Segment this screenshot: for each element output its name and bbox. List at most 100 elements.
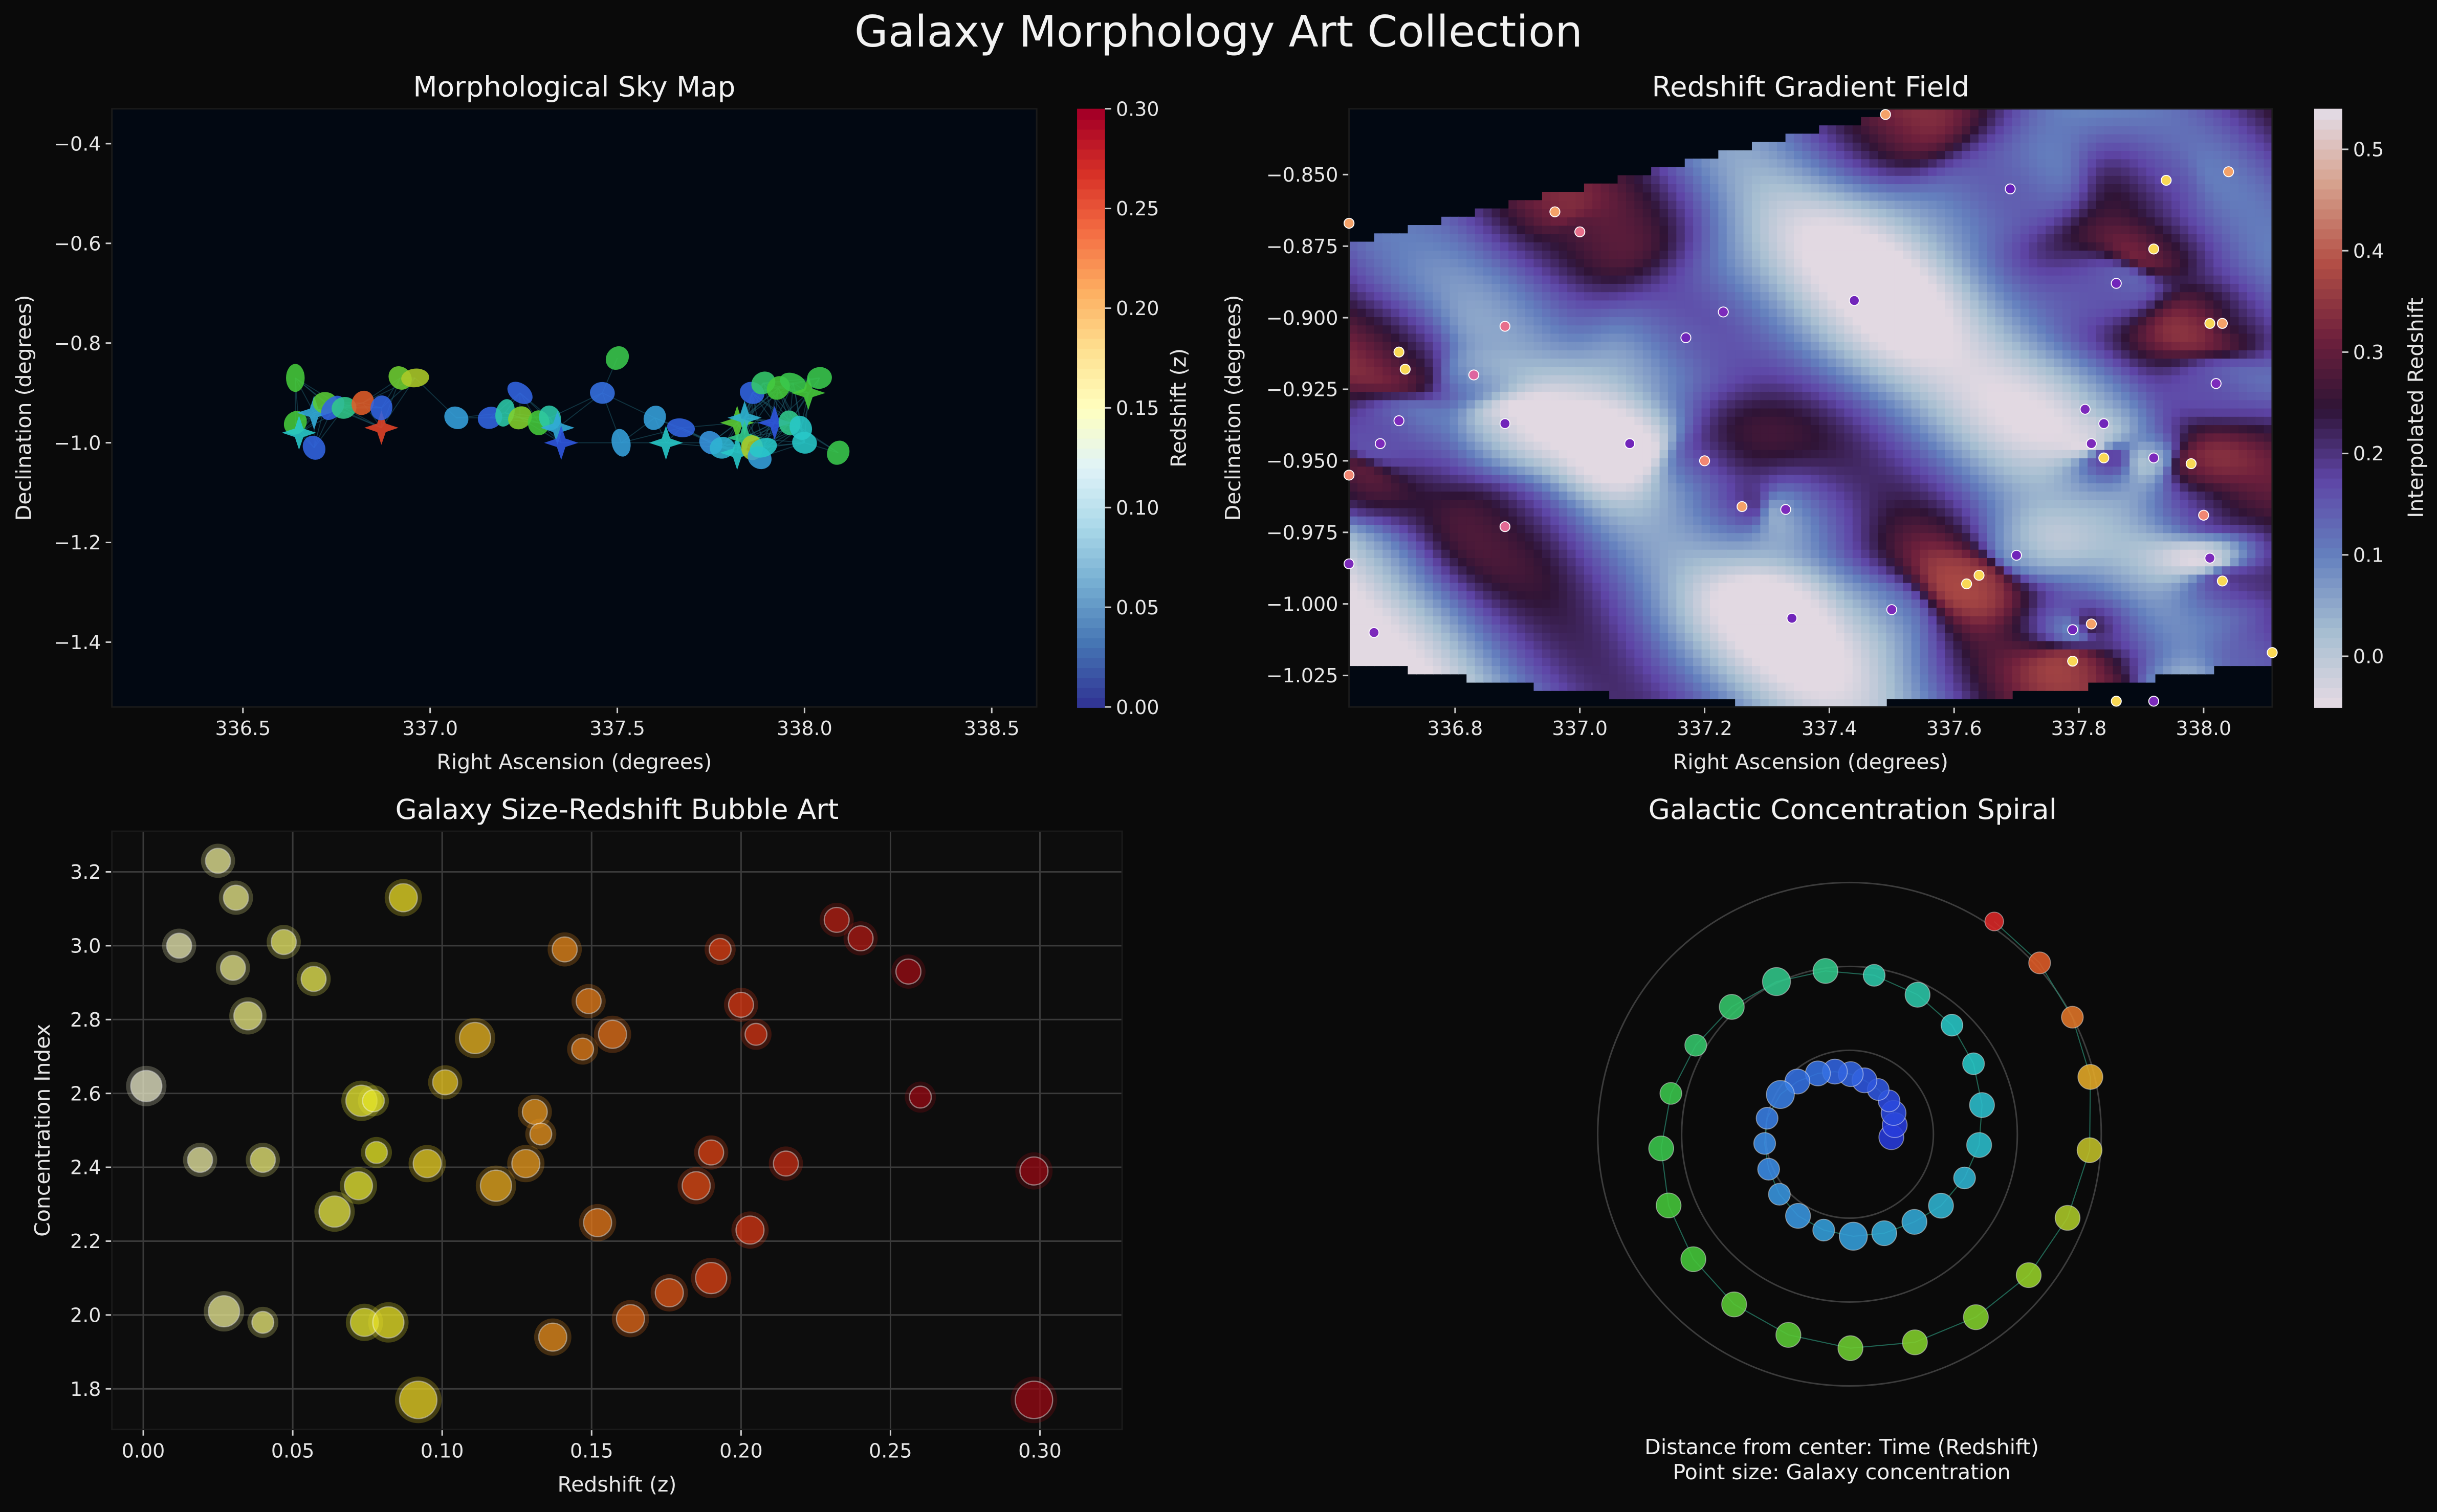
- heatmap-cell: [1668, 541, 1677, 549]
- heatmap-cell: [1408, 657, 1417, 666]
- heatmap-cell: [1534, 624, 1543, 633]
- heatmap-cell: [1408, 499, 1417, 508]
- heatmap-cell: [1559, 450, 1568, 458]
- heatmap-cell: [1760, 691, 1769, 699]
- heatmap-cell: [1912, 317, 1921, 325]
- heatmap-cell: [1811, 483, 1820, 492]
- heatmap-cell: [1374, 292, 1384, 300]
- heatmap-cell: [1760, 242, 1769, 251]
- heatmap-cell: [1475, 433, 1484, 441]
- heatmap-cell: [1601, 416, 1610, 425]
- heatmap-cell: [1374, 466, 1384, 475]
- heatmap-cell: [1802, 134, 1811, 142]
- heatmap-cell: [1861, 358, 1870, 367]
- heatmap-cell: [1937, 159, 1946, 167]
- heatmap-cell: [1660, 574, 1669, 583]
- heatmap-cell: [1702, 308, 1711, 317]
- heatmap-cell: [1643, 433, 1652, 441]
- heatmap-cell: [1483, 366, 1492, 375]
- heatmap-cell: [1920, 674, 1929, 682]
- heatmap-cell: [1953, 225, 1963, 234]
- heatmap-cell: [1937, 599, 1946, 608]
- heatmap-cell: [1660, 391, 1669, 400]
- heatmap-cell: [1475, 657, 1484, 666]
- heatmap-cell: [1634, 341, 1643, 350]
- heatmap-cell: [1945, 416, 1954, 425]
- heatmap-cell: [1576, 566, 1585, 574]
- heatmap-cell: [1618, 657, 1627, 666]
- heatmap-cell: [1912, 391, 1921, 400]
- heatmap-cell: [1912, 341, 1921, 350]
- heatmap-cell: [1685, 209, 1694, 217]
- heatmap-cell: [1878, 665, 1887, 674]
- heatmap-cell: [1592, 474, 1601, 483]
- heatmap-cell: [1819, 524, 1828, 533]
- heatmap-cell: [1601, 541, 1610, 549]
- heatmap-cell: [1702, 233, 1711, 242]
- heatmap-cell: [1878, 507, 1887, 516]
- colorbar-segment: [1077, 288, 1105, 299]
- heatmap-cell: [1903, 574, 1912, 583]
- heatmap-cell: [1945, 582, 1954, 591]
- heatmap-cell: [1920, 599, 1929, 608]
- heatmap-cell: [1634, 591, 1643, 599]
- heatmap-cell: [1920, 383, 1929, 392]
- heatmap-cell: [1643, 192, 1652, 201]
- heatmap-cell: [1685, 184, 1694, 192]
- heatmap-cell: [1576, 416, 1585, 425]
- heatmap-cell: [1777, 184, 1786, 192]
- heatmap-cell: [1752, 425, 1761, 433]
- heatmap-cell: [1828, 416, 1837, 425]
- heatmap-cell: [1786, 308, 1795, 317]
- heatmap-cell: [1886, 225, 1895, 234]
- heatmap-cell: [1752, 341, 1761, 350]
- heatmap-cell: [1534, 200, 1543, 209]
- heatmap-cell: [1870, 184, 1879, 192]
- heatmap-cell: [1668, 358, 1677, 367]
- heatmap-cell: [1870, 266, 1879, 275]
- heatmap-cell: [1660, 516, 1669, 525]
- heatmap-cell: [1828, 167, 1837, 175]
- heatmap-cell: [1466, 341, 1476, 350]
- heatmap-cell: [1828, 657, 1837, 666]
- heatmap-cell: [1441, 507, 1451, 516]
- heatmap-cell: [1517, 350, 1526, 359]
- heatmap-cell: [1618, 266, 1627, 275]
- heatmap-cell: [1643, 391, 1652, 400]
- heatmap-cell: [1953, 258, 1963, 267]
- heatmap-cell: [1424, 250, 1434, 259]
- heatmap-cell: [1466, 474, 1476, 483]
- heatmap-cell: [1609, 665, 1618, 674]
- heatmap-cell: [1416, 458, 1425, 466]
- heatmap-cell: [1525, 649, 1534, 657]
- heatmap-cell: [1668, 366, 1677, 375]
- heatmap-cell: [1777, 416, 1786, 425]
- heatmap-cell: [1811, 333, 1820, 342]
- heatmap-cell: [1819, 615, 1828, 624]
- heatmap-cell: [1752, 308, 1761, 317]
- heatmap-cell: [1576, 366, 1585, 375]
- heatmap-cell: [1727, 416, 1736, 425]
- heatmap-cell: [1769, 441, 1778, 450]
- heatmap-cell: [1861, 283, 1870, 292]
- heatmap-cell: [1844, 383, 1853, 392]
- heatmap-cell: [1534, 425, 1543, 433]
- heatmap-cell: [1693, 233, 1702, 242]
- heatmap-cell: [1928, 200, 1937, 209]
- heatmap-cell: [1601, 558, 1610, 566]
- heatmap-cell: [1660, 200, 1669, 209]
- heatmap-cell: [1458, 450, 1467, 458]
- heatmap-cell: [1693, 615, 1702, 624]
- heatmap-cell: [1752, 408, 1761, 416]
- colorbar-segment: [1077, 189, 1105, 199]
- heatmap-cell: [1525, 266, 1534, 275]
- heatmap-cell: [1450, 607, 1459, 616]
- heatmap-cell: [1559, 458, 1568, 466]
- heatmap-cell: [1634, 408, 1643, 416]
- heatmap-cell: [1483, 233, 1492, 242]
- heatmap-cell: [1760, 549, 1769, 558]
- heatmap-cell: [1912, 292, 1921, 300]
- heatmap-cell: [1744, 516, 1753, 525]
- heatmap-cell: [1491, 574, 1501, 583]
